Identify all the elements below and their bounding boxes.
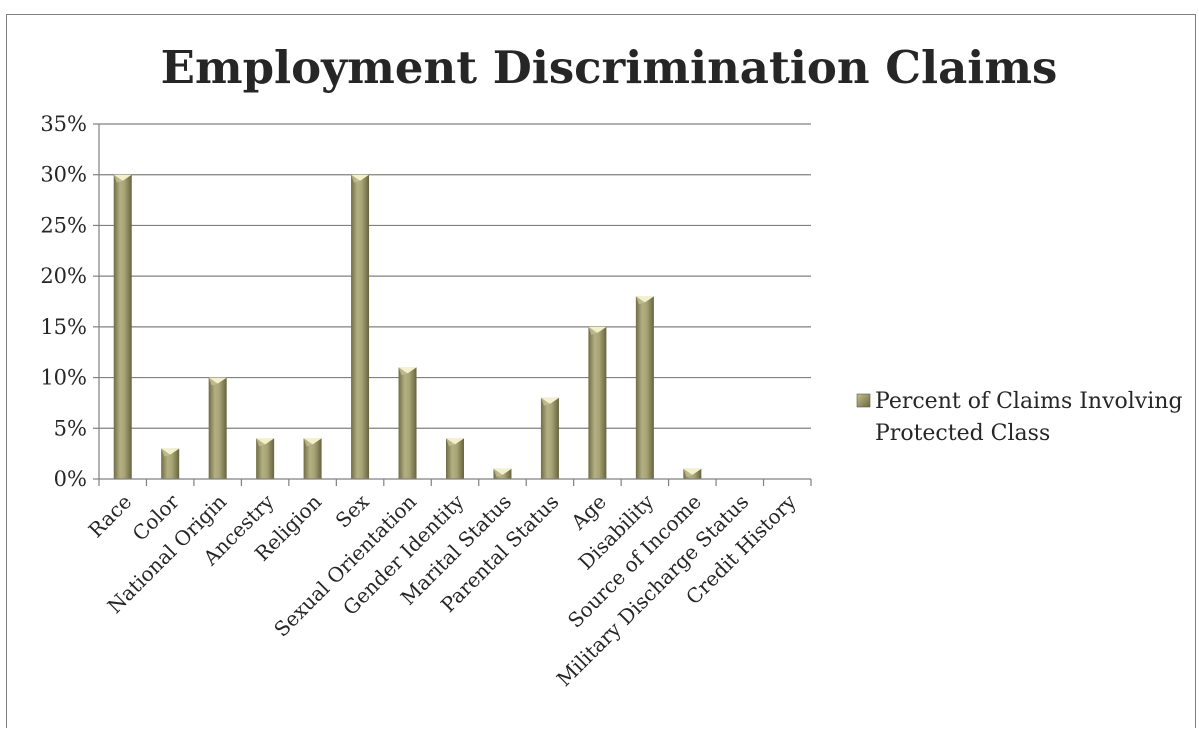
- bars: [113, 174, 702, 479]
- bar-body: [351, 174, 370, 479]
- y-axis: 0% 5% 10% 15% 20% 25% 30% 35%: [40, 112, 100, 491]
- bar-cap-shade: [113, 174, 123, 183]
- bar-cap-shade: [588, 326, 598, 335]
- bar: [256, 438, 275, 479]
- bar-body: [161, 448, 180, 479]
- bar: [540, 397, 559, 479]
- bar-cap: [161, 448, 180, 455]
- bar-body: [588, 326, 607, 479]
- bar: [208, 377, 227, 479]
- y-tick-label: 15%: [40, 315, 87, 339]
- bar: [635, 296, 654, 479]
- bar-cap: [398, 367, 417, 374]
- bar-cap-shade: [208, 377, 218, 386]
- bar-cap: [256, 438, 275, 445]
- bar: [113, 174, 132, 479]
- bar: [446, 438, 464, 479]
- bar-body: [540, 397, 559, 479]
- bar-body: [635, 296, 654, 479]
- bar-body: [398, 367, 417, 479]
- bar-body: [113, 174, 132, 479]
- bar: [493, 468, 512, 479]
- y-tick-label: 10%: [40, 366, 87, 390]
- bar-cap-shade: [256, 438, 266, 447]
- y-tick-label: 30%: [40, 163, 87, 187]
- y-tick-label: 5%: [54, 416, 87, 440]
- bar-cap: [635, 296, 654, 303]
- bar: [683, 468, 702, 479]
- bar-cap: [351, 174, 370, 181]
- y-tick-label: 35%: [40, 112, 87, 136]
- bar: [588, 326, 607, 479]
- bar-cap: [303, 438, 322, 445]
- bar-cap: [683, 468, 702, 475]
- bar: [351, 174, 370, 479]
- bar-cap: [540, 397, 559, 404]
- gridlines: [99, 123, 811, 429]
- legend-label-line-1: Percent of Claims Involving: [875, 389, 1183, 414]
- y-tick-label: 20%: [40, 264, 87, 288]
- bar: [398, 367, 417, 479]
- legend-label-line-2: Protected Class: [875, 421, 1050, 446]
- y-tick-label: 0%: [54, 467, 87, 491]
- bar-cap-shade: [540, 397, 550, 406]
- bar-cap: [113, 174, 132, 181]
- bar-cap-shade: [161, 448, 171, 457]
- bar-body: [303, 438, 322, 479]
- bar-cap-shade: [351, 174, 361, 183]
- bar-cap: [208, 377, 227, 384]
- bar-cap-shade: [635, 296, 645, 305]
- x-tick-label: Race: [84, 490, 137, 543]
- bar-cap-shade: [303, 438, 313, 447]
- bar-cap-shade: [398, 367, 408, 376]
- bar-cap: [446, 438, 464, 445]
- legend: Percent of Claims Involving Protected Cl…: [856, 389, 1183, 446]
- bar-cap-shade: [446, 438, 455, 447]
- bar-cap: [588, 326, 607, 333]
- bar-body: [446, 438, 464, 479]
- bar: [303, 438, 322, 479]
- bar-body: [256, 438, 275, 479]
- bar-cap-shade: [683, 468, 693, 477]
- bar-body: [208, 377, 227, 479]
- y-tick-label: 25%: [40, 213, 87, 237]
- bar-cap: [493, 468, 512, 475]
- bar-cap-shade: [493, 468, 503, 477]
- bar: [161, 448, 180, 479]
- chart-title: Employment Discrimination Claims: [161, 41, 1058, 94]
- legend-swatch: [856, 393, 871, 408]
